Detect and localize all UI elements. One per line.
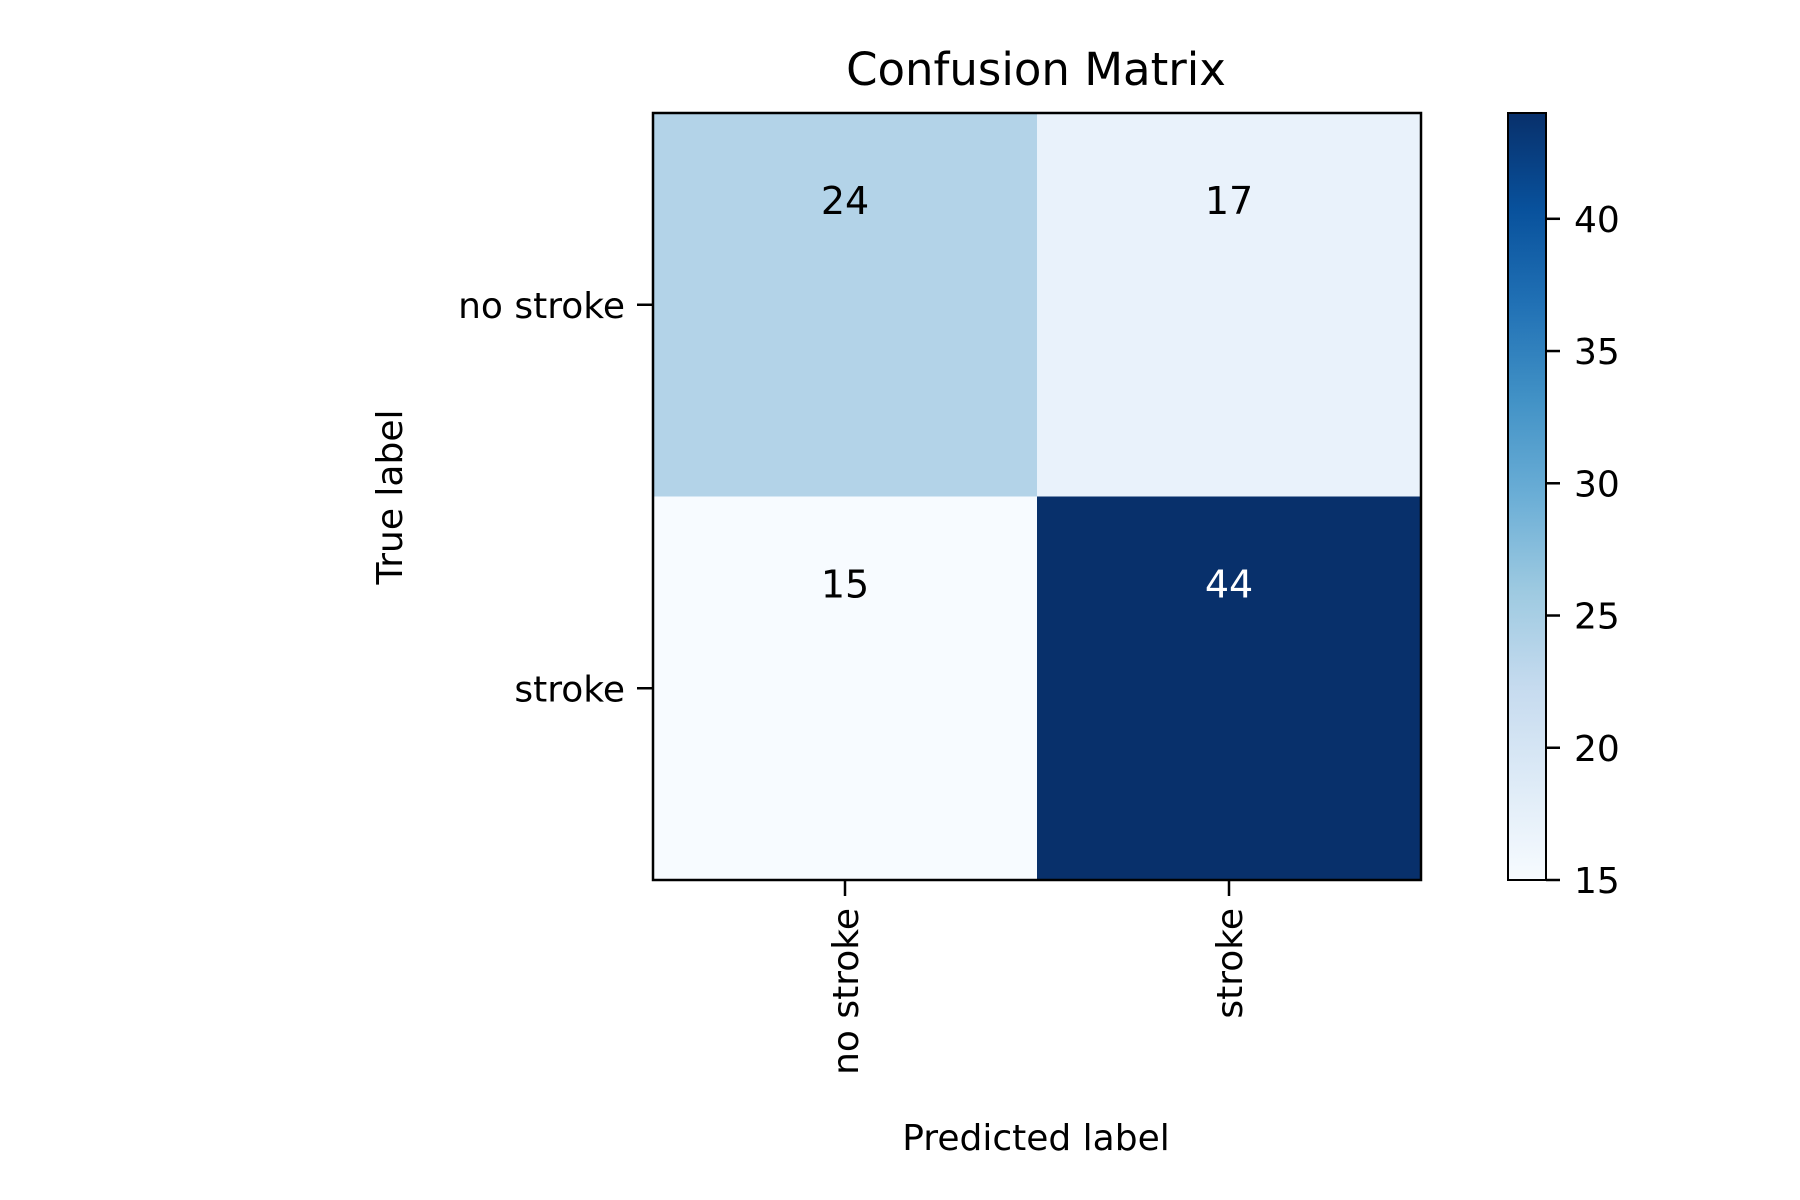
plot-frame <box>651 111 1423 882</box>
heatmap-cell-0-1 <box>1037 113 1421 497</box>
heatmap-cells <box>653 113 1421 880</box>
colorbar-tick-label-5: 40 <box>1574 200 1620 241</box>
heatmap-cell-1-0 <box>653 496 1037 880</box>
x-axis-ticks: no stroke stroke <box>826 880 1251 1075</box>
x-tick-label-0: no stroke <box>826 908 867 1075</box>
cell-value-0-0: 24 <box>821 179 869 223</box>
cell-value-0-1: 17 <box>1205 179 1253 223</box>
colorbar-tick-label-3: 30 <box>1574 464 1620 505</box>
x-axis-label: Predicted label <box>902 1118 1170 1159</box>
y-tick-label-0: no stroke <box>458 286 625 327</box>
colorbar-tick-label-4: 35 <box>1574 332 1620 373</box>
colorbar <box>1507 112 1547 881</box>
heatmap-cell-labels: 24 17 15 44 <box>821 179 1253 607</box>
heatmap-cell-0-0 <box>653 113 1037 497</box>
colorbar-tick-label-2: 25 <box>1574 597 1620 638</box>
colorbar-ticks: 15 20 25 30 35 40 <box>1546 200 1620 902</box>
cell-value-1-1: 44 <box>1205 563 1253 607</box>
y-tick-label-1: stroke <box>514 669 625 710</box>
colorbar-tick-label-1: 20 <box>1574 729 1620 770</box>
heatmap-cell-1-1 <box>1037 496 1421 880</box>
colorbar-tick-label-0: 15 <box>1574 861 1620 902</box>
y-axis-label: True label <box>370 410 411 586</box>
x-tick-label-1: stroke <box>1210 908 1251 1019</box>
chart-title: Confusion Matrix <box>846 43 1226 96</box>
y-axis-ticks: no stroke stroke <box>458 286 653 710</box>
cell-value-1-0: 15 <box>821 563 869 607</box>
